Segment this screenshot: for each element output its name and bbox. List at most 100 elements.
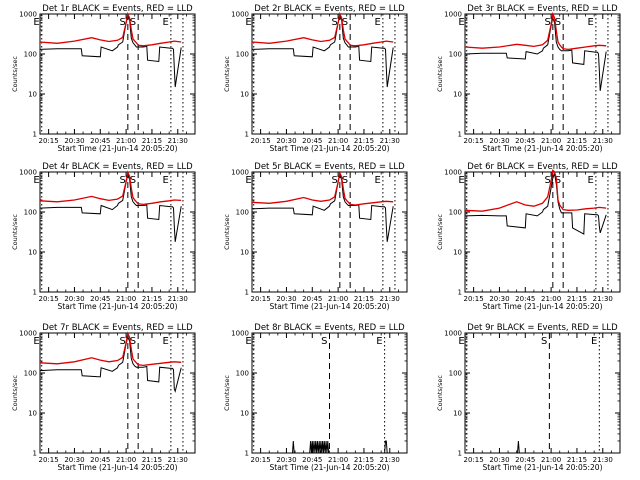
marker-label-e: E <box>458 175 464 186</box>
x-tick-label: 20:30 <box>489 137 509 145</box>
y-tick-label: 10 <box>240 249 249 257</box>
marker-label-e: E <box>33 175 39 186</box>
x-tick-label: 20:15 <box>251 456 271 464</box>
panel-title: Det 7r BLACK = Events, RED = LLD <box>42 323 193 333</box>
y-axis-title: Counts/sec <box>436 56 444 92</box>
x-tick-label: 21:15 <box>354 456 374 464</box>
x-tick-label: 21:00 <box>328 137 348 145</box>
x-tick-label: 20:45 <box>515 137 535 145</box>
x-tick-label: 20:15 <box>464 456 484 464</box>
x-tick-label: 21:30 <box>168 137 188 145</box>
plot-frame <box>464 171 621 293</box>
y-tick-label: 100 <box>449 370 462 378</box>
marker-label-e: E <box>591 336 597 347</box>
y-tick-label: 10 <box>240 410 249 418</box>
y-tick-label: 1000 <box>444 330 462 338</box>
marker-label-s: S <box>119 17 125 28</box>
x-tick-label: 20:45 <box>515 456 535 464</box>
panel-det-1: Det 1r BLACK = Events, RED = LLD 1 10 100 10… <box>11 4 196 153</box>
x-tick-label: 21:30 <box>168 456 188 464</box>
x-tick-label: 21:00 <box>328 456 348 464</box>
x-tick-label: 20:45 <box>90 456 110 464</box>
x-tick-label: 21:15 <box>354 295 374 303</box>
x-axis-title: Start Time (21-Jun-14 20:05:20) <box>58 302 178 311</box>
x-tick-label: 20:45 <box>515 295 535 303</box>
x-tick-label: 21:30 <box>168 295 188 303</box>
marker-label-e: E <box>458 336 464 347</box>
y-tick-label: 10 <box>453 91 462 99</box>
series-line-lld <box>251 170 394 206</box>
y-tick-label: 10 <box>453 249 462 257</box>
y-tick-label: 1000 <box>19 169 37 177</box>
x-tick-label: 21:00 <box>541 137 561 145</box>
marker-label-e: E <box>375 175 381 186</box>
panel-det-7: Det 7r BLACK = Events, RED = LLD 1 10 100 10… <box>11 323 196 472</box>
marker-label-s: S <box>541 336 547 347</box>
marker-label-e: E <box>376 336 382 347</box>
panel-title: Det 1r BLACK = Events, RED = LLD <box>42 4 193 14</box>
x-axis-title: Start Time (21-Jun-14 20:05:20) <box>58 144 178 153</box>
y-axis-title: Counts/sec <box>11 214 19 250</box>
x-tick-label: 20:30 <box>276 137 296 145</box>
panel-det-6: Det 6r BLACK = Events, RED = LLD 1 10 100 10… <box>436 162 621 311</box>
panel-title: Det 4r BLACK = Events, RED = LLD <box>42 162 193 172</box>
x-tick-label: 20:30 <box>489 456 509 464</box>
x-tick-label: 20:15 <box>251 137 271 145</box>
y-tick-label: 100 <box>236 51 249 59</box>
x-tick-label: 20:45 <box>302 456 322 464</box>
y-tick-label: 1000 <box>444 169 462 177</box>
marker-label-e: E <box>588 17 594 28</box>
x-tick-label: 21:30 <box>380 295 400 303</box>
series-line-events <box>39 173 182 242</box>
y-tick-label: 1000 <box>444 11 462 19</box>
y-axis-title: Counts/sec <box>436 214 444 250</box>
panel-title: Det 8r BLACK = Events, RED = LLD <box>254 323 405 333</box>
marker-label-s: S <box>130 175 136 186</box>
x-tick-label: 20:45 <box>302 295 322 303</box>
y-tick-label: 1000 <box>19 11 37 19</box>
marker-label-e: E <box>245 336 251 347</box>
panel-title: Det 5r BLACK = Events, RED = LLD <box>254 162 405 172</box>
y-tick-label: 1000 <box>19 330 37 338</box>
marker-label-s: S <box>321 336 327 347</box>
series-line-events <box>464 171 607 235</box>
series-line-events <box>517 440 520 454</box>
y-tick-label: 1 <box>33 289 37 297</box>
x-tick-label: 20:30 <box>489 295 509 303</box>
marker-label-s: S <box>130 336 136 347</box>
x-tick-label: 21:15 <box>354 137 374 145</box>
x-axis-title: Start Time (21-Jun-14 20:05:20) <box>58 463 178 472</box>
marker-label-e: E <box>458 17 464 28</box>
panel-det-8: Det 8r BLACK = Events, RED = LLD 1 10 100 10… <box>223 323 408 472</box>
marker-label-e: E <box>163 17 169 28</box>
x-tick-label: 21:00 <box>116 137 136 145</box>
y-tick-label: 1 <box>33 450 37 458</box>
y-tick-label: 1 <box>458 131 462 139</box>
marker-label-e: E <box>375 17 381 28</box>
series-line-events <box>251 173 394 242</box>
x-tick-label: 20:15 <box>464 295 484 303</box>
series-line-lld <box>464 168 607 212</box>
x-tick-label: 21:15 <box>142 295 162 303</box>
marker-label-e: E <box>163 336 169 347</box>
x-tick-label: 20:45 <box>90 137 110 145</box>
y-tick-label: 1000 <box>231 11 249 19</box>
marker-label-s: S <box>331 17 337 28</box>
panel-title: Det 9r BLACK = Events, RED = LLD <box>467 323 618 333</box>
y-tick-label: 100 <box>24 51 37 59</box>
x-tick-label: 20:30 <box>64 295 84 303</box>
x-tick-label: 20:45 <box>302 137 322 145</box>
x-tick-label: 21:00 <box>328 295 348 303</box>
marker-label-s: S <box>342 175 348 186</box>
panel-det-3: Det 3r BLACK = Events, RED = LLD 1 10 100 10… <box>436 4 621 153</box>
y-tick-label: 100 <box>24 370 37 378</box>
x-tick-label: 20:15 <box>251 295 271 303</box>
plot-frame <box>464 332 621 454</box>
marker-label-s: S <box>544 17 550 28</box>
marker-label-e: E <box>245 17 251 28</box>
panel-det-4: Det 4r BLACK = Events, RED = LLD 1 10 100 10… <box>11 162 196 311</box>
x-tick-label: 21:00 <box>116 295 136 303</box>
x-tick-label: 21:15 <box>567 295 587 303</box>
y-tick-label: 100 <box>449 209 462 217</box>
